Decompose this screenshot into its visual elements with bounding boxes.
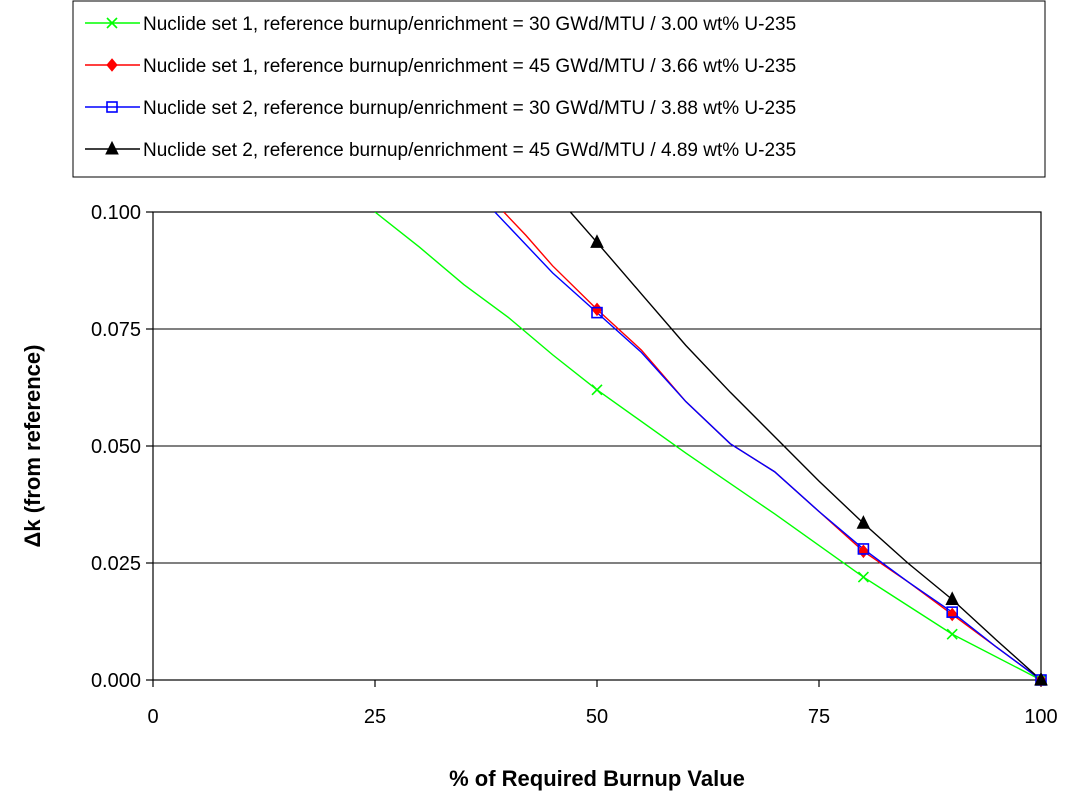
data-point [590, 234, 604, 248]
legend-label: Nuclide set 2, reference burnup/enrichme… [143, 140, 796, 161]
data-point [945, 591, 960, 606]
data-point [591, 384, 603, 396]
x-tick-label: 50 [586, 706, 608, 728]
y-axis-title: Δk (from reference) [20, 345, 45, 548]
series-line-4 [569, 212, 1041, 680]
y-tick-label: 0.050 [91, 436, 141, 458]
data-point [946, 628, 958, 640]
y-tick-label: 0.100 [91, 202, 141, 224]
series-markers [590, 234, 1048, 687]
data-point [857, 544, 870, 559]
gridlines [153, 328, 1041, 564]
legend-label: Nuclide set 1, reference burnup/enrichme… [143, 56, 796, 77]
legend-entry-4: Nuclide set 2, reference burnup/enrichme… [85, 140, 796, 161]
legend-label: Nuclide set 1, reference burnup/enrichme… [143, 14, 796, 35]
data-point [856, 515, 871, 529]
x-tick-label: 75 [808, 706, 830, 728]
data-point [106, 101, 118, 113]
data-point [106, 17, 118, 29]
data-point [591, 306, 603, 319]
legend-entry-1: Nuclide set 1, reference burnup/enrichme… [85, 14, 796, 35]
series-line-3 [494, 212, 1041, 680]
legend-entry-3: Nuclide set 2, reference burnup/enrichme… [85, 98, 796, 119]
data-point [857, 571, 869, 583]
x-axis: 0 25 50 75 100 [147, 680, 1058, 728]
x-tick-label: 100 [1024, 706, 1057, 728]
data-point [946, 606, 959, 618]
legend: Nuclide set 1, reference burnup/enrichme… [72, 0, 1046, 178]
y-tick-label: 0.025 [91, 553, 141, 575]
data-point [105, 140, 119, 155]
x-tick-label: 25 [364, 706, 386, 728]
data-point [1034, 671, 1048, 686]
data-point [106, 58, 118, 72]
x-axis-title: % of Required Burnup Value [449, 766, 745, 791]
y-axis: 0.000 0.025 0.050 0.075 0.100 [91, 202, 153, 692]
y-tick-label: 0.075 [91, 319, 141, 341]
legend-label: Nuclide set 2, reference burnup/enrichme… [143, 98, 796, 119]
x-tick-label: 0 [147, 706, 158, 728]
data-point [857, 543, 870, 555]
legend-entry-2: Nuclide set 1, reference burnup/enrichme… [85, 56, 796, 77]
y-tick-label: 0.000 [91, 670, 141, 692]
legend-box [72, 0, 1046, 178]
